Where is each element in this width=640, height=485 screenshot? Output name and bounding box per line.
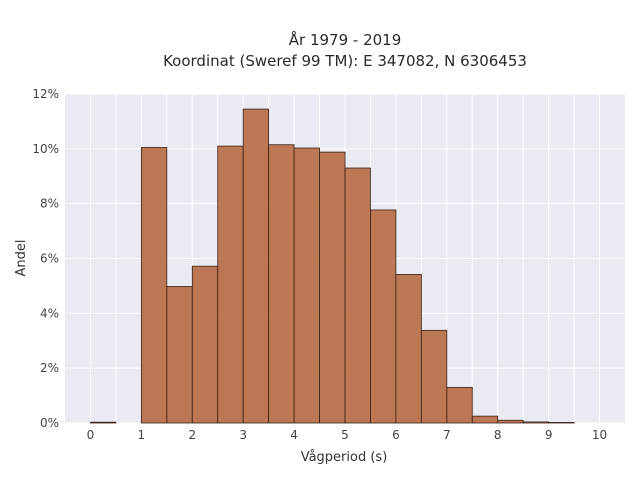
x-tick-label: 7: [443, 428, 451, 442]
y-tick-label: 0%: [40, 416, 59, 430]
histogram-bar: [166, 286, 193, 424]
x-tick-label: 6: [392, 428, 400, 442]
chart-title-line1: År 1979 - 2019: [289, 30, 402, 49]
histogram-bar: [497, 419, 524, 424]
y-tick-labels: 0% 2% 4% 6% 8% 10% 12%: [32, 87, 59, 430]
y-tick-label: 2%: [40, 361, 59, 375]
x-tick-label: 4: [290, 428, 298, 442]
y-tick-label: 8%: [40, 197, 59, 211]
histogram-bar: [395, 274, 422, 424]
histogram-bar: [268, 144, 295, 424]
x-tick-label: 9: [545, 428, 553, 442]
x-tick-label: 8: [494, 428, 502, 442]
chart-title-line2: Koordinat (Sweref 99 TM): E 347082, N 63…: [163, 52, 527, 70]
x-tick-labels: 0 1 2 3 4 5 6 7 8 9 10: [87, 428, 608, 442]
y-tick-label: 12%: [32, 87, 59, 101]
histogram-bar: [191, 265, 219, 424]
y-axis-label: Andel: [14, 240, 29, 277]
bar-layer: [90, 108, 575, 424]
histogram-bar: [344, 167, 371, 424]
x-tick-label: 3: [239, 428, 247, 442]
histogram-bar: [319, 151, 346, 424]
histogram-bar: [522, 421, 550, 424]
x-axis-label: Vågperiod (s): [301, 450, 388, 465]
histogram-bar: [420, 329, 448, 424]
histogram-bar: [471, 415, 499, 424]
y-tick-label: 10%: [32, 142, 59, 156]
histogram-bar: [293, 147, 320, 424]
histogram-bar: [446, 386, 473, 424]
y-tick-label: 6%: [40, 252, 59, 266]
histogram-bar: [242, 108, 270, 424]
histogram-bar: [548, 422, 575, 424]
histogram-bar: [140, 147, 168, 424]
x-tick-label: 0: [87, 428, 95, 442]
histogram-bar: [90, 421, 117, 424]
histogram-bar: [370, 209, 397, 424]
y-tick-label: 4%: [40, 306, 59, 320]
x-tick-label: 5: [341, 428, 349, 442]
x-tick-label: 2: [188, 428, 196, 442]
x-tick-label: 1: [138, 428, 146, 442]
histogram-bar: [217, 145, 244, 424]
x-tick-label: 10: [592, 428, 607, 442]
